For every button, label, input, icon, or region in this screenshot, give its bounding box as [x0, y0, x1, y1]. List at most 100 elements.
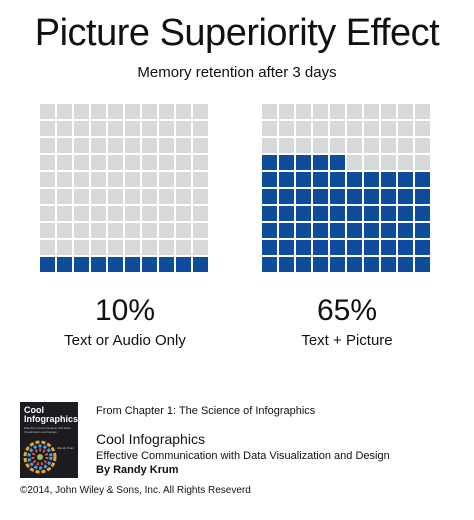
- waffle-cell-filled: [279, 223, 294, 238]
- waffle-cell-empty: [142, 206, 157, 221]
- waffle-cell-filled: [279, 206, 294, 221]
- waffle-cell-filled: [159, 257, 174, 272]
- waffle-cell-empty: [159, 138, 174, 153]
- waffle-cell-filled: [364, 206, 379, 221]
- waffle-cell-empty: [91, 223, 106, 238]
- waffle-cell-empty: [193, 104, 208, 119]
- waffle-cell-empty: [296, 121, 311, 136]
- waffle-cell-filled: [415, 240, 430, 255]
- waffle-cell-empty: [40, 138, 55, 153]
- waffle-cell-empty: [262, 121, 277, 136]
- book-cover-subtitle: Effective Communication with Data Visual…: [24, 426, 71, 434]
- waffle-cell-filled: [262, 206, 277, 221]
- waffle-cell-filled: [398, 172, 413, 187]
- waffle-cell-empty: [91, 172, 106, 187]
- waffle-cell-filled: [313, 172, 328, 187]
- waffle-cell-empty: [347, 155, 362, 170]
- waffle-cell-filled: [381, 206, 396, 221]
- waffle-cell-empty: [40, 121, 55, 136]
- waffle-cell-filled: [313, 257, 328, 272]
- waffle-cell-empty: [108, 155, 123, 170]
- waffle-cell-empty: [57, 206, 72, 221]
- waffle-text-picture-svg: [262, 104, 430, 272]
- waffle-cell-filled: [364, 223, 379, 238]
- waffle-cell-empty: [40, 240, 55, 255]
- waffle-cell-empty: [142, 172, 157, 187]
- waffle-cell-empty: [159, 189, 174, 204]
- waffle-cell-empty: [313, 138, 328, 153]
- percent-text-picture: 65%: [316, 294, 378, 327]
- waffle-cell-filled: [415, 257, 430, 272]
- book-subtitle: Effective Communication with Data Visual…: [96, 450, 390, 462]
- label-text-only: Text or Audio Only: [64, 332, 186, 349]
- waffle-cell-empty: [176, 206, 191, 221]
- waffle-cell-filled: [347, 223, 362, 238]
- waffle-cell-filled: [176, 257, 191, 272]
- waffle-cell-filled: [57, 257, 72, 272]
- waffle-cell-filled: [347, 257, 362, 272]
- waffle-cell-filled: [398, 189, 413, 204]
- waffle-cell-empty: [57, 172, 72, 187]
- waffle-cell-empty: [193, 121, 208, 136]
- waffle-cell-empty: [193, 172, 208, 187]
- waffle-cell-empty: [176, 172, 191, 187]
- waffle-text-only: [40, 104, 210, 282]
- waffle-cell-filled: [279, 189, 294, 204]
- waffle-cell-empty: [159, 172, 174, 187]
- book-cover-graphic: [23, 440, 57, 474]
- waffle-cell-filled: [330, 240, 345, 255]
- chart-title: Picture Superiority Effect: [34, 12, 440, 54]
- waffle-cell-empty: [415, 121, 430, 136]
- waffle-cell-filled: [91, 257, 106, 272]
- waffle-cell-filled: [364, 257, 379, 272]
- waffle-cell-filled: [296, 189, 311, 204]
- waffle-cell-filled: [40, 257, 55, 272]
- waffle-text-picture: [262, 104, 432, 282]
- waffle-cell-filled: [296, 172, 311, 187]
- waffle-cell-empty: [415, 104, 430, 119]
- waffle-cell-filled: [262, 240, 277, 255]
- waffle-cell-filled: [296, 223, 311, 238]
- waffle-cell-empty: [279, 104, 294, 119]
- waffle-cell-empty: [125, 206, 140, 221]
- waffle-cell-filled: [262, 223, 277, 238]
- waffle-cell-filled: [398, 240, 413, 255]
- waffle-cell-filled: [364, 240, 379, 255]
- waffle-cell-filled: [381, 257, 396, 272]
- waffle-cell-filled: [347, 206, 362, 221]
- waffle-cell-filled: [415, 223, 430, 238]
- waffle-cell-empty: [142, 223, 157, 238]
- chapter-reference: From Chapter 1: The Science of Infograph…: [96, 405, 316, 417]
- waffle-cell-empty: [193, 155, 208, 170]
- waffle-cell-empty: [91, 138, 106, 153]
- waffle-cell-empty: [364, 121, 379, 136]
- waffle-cell-empty: [57, 223, 72, 238]
- waffle-cell-empty: [40, 155, 55, 170]
- waffle-cell-empty: [159, 104, 174, 119]
- waffle-cell-empty: [108, 138, 123, 153]
- waffle-cell-empty: [57, 138, 72, 153]
- waffle-cell-empty: [159, 155, 174, 170]
- waffle-cell-filled: [108, 257, 123, 272]
- waffle-cell-empty: [142, 155, 157, 170]
- waffle-cell-filled: [279, 155, 294, 170]
- book-cover-image: Cool Infographics Effective Communicatio…: [20, 402, 78, 478]
- waffle-cell-empty: [125, 104, 140, 119]
- waffle-cell-filled: [415, 189, 430, 204]
- waffle-cell-empty: [279, 121, 294, 136]
- waffle-cell-empty: [398, 138, 413, 153]
- waffle-cell-empty: [74, 104, 89, 119]
- waffle-cell-filled: [330, 223, 345, 238]
- waffle-cell-filled: [313, 189, 328, 204]
- waffle-cell-empty: [279, 138, 294, 153]
- waffle-cell-empty: [193, 223, 208, 238]
- waffle-cell-filled: [398, 257, 413, 272]
- waffle-cell-empty: [142, 104, 157, 119]
- waffle-cell-empty: [91, 104, 106, 119]
- waffle-cell-empty: [364, 138, 379, 153]
- waffle-cell-empty: [142, 121, 157, 136]
- waffle-cell-empty: [159, 223, 174, 238]
- waffle-cell-filled: [142, 257, 157, 272]
- waffle-cell-empty: [142, 138, 157, 153]
- waffle-cell-empty: [296, 104, 311, 119]
